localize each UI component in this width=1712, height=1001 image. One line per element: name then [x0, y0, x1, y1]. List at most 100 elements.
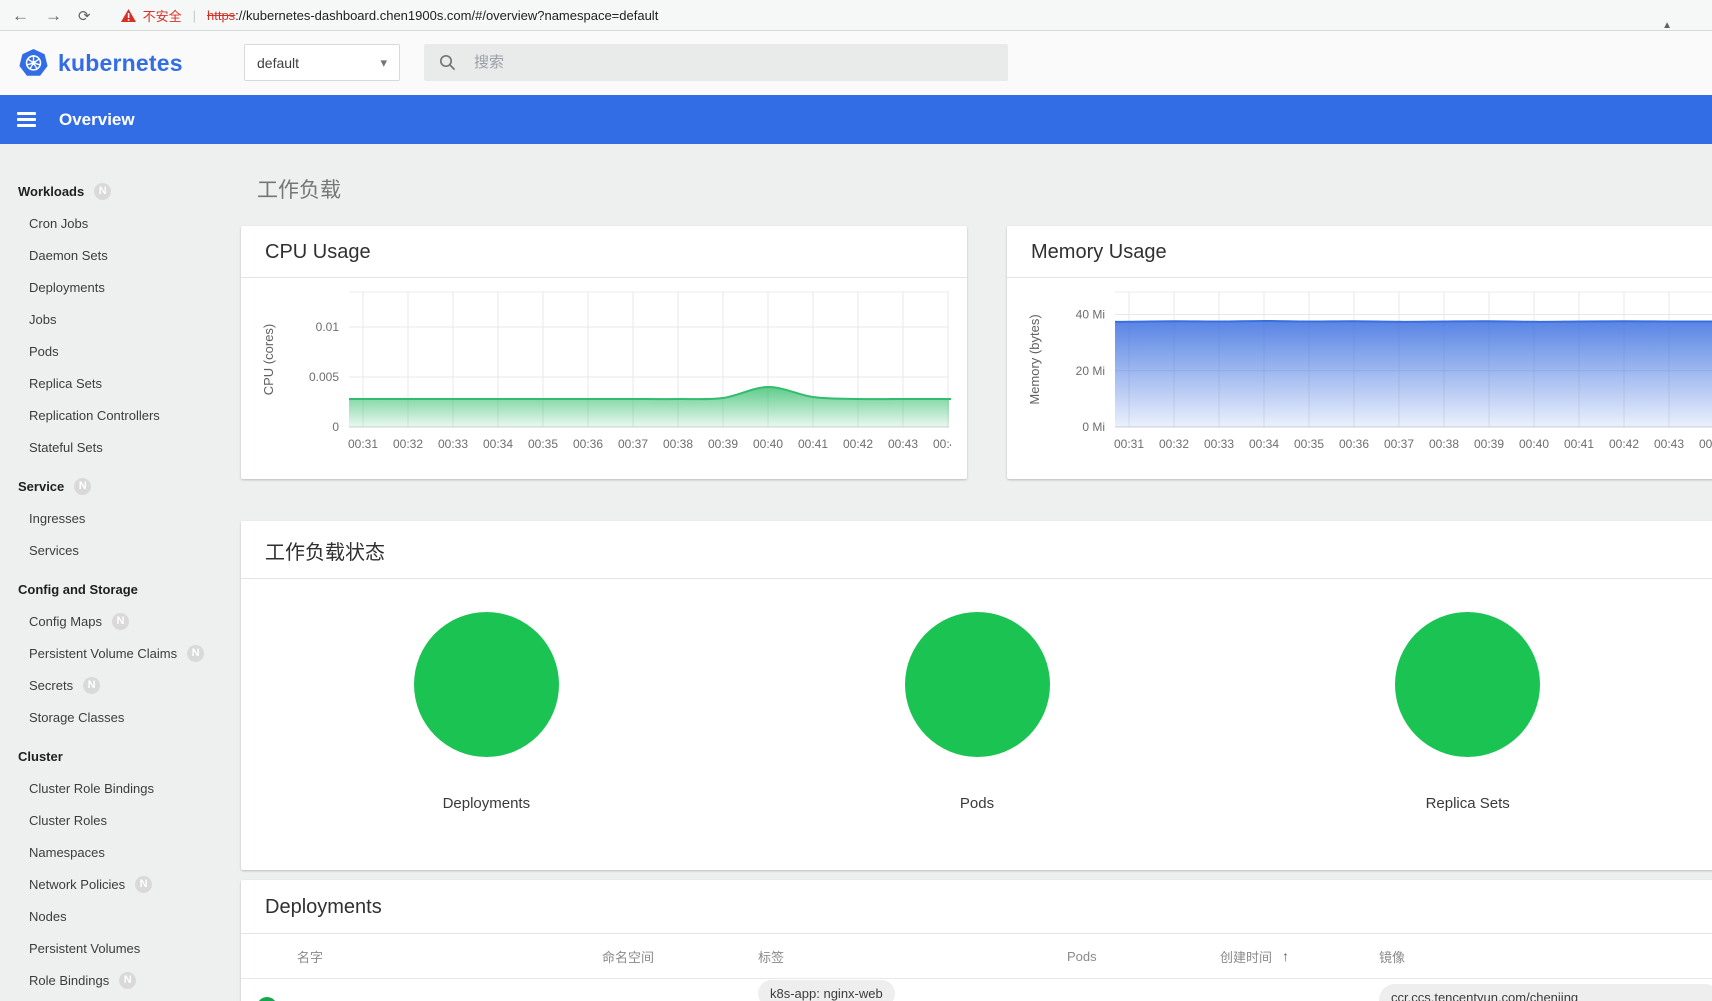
deployments-table-body: nginx-webdefaultk8s-app: nginx-webqcloud… — [241, 979, 1712, 1001]
sidebar: WorkloadsNCron Jobs Daemon Sets Deployment… — [0, 144, 241, 996]
column-header-label: 命名空间 — [602, 947, 654, 966]
svg-text:00:35: 00:35 — [528, 437, 558, 451]
svg-text:00:38: 00:38 — [663, 437, 693, 451]
namespace-selected-value: default — [257, 55, 299, 71]
sidebar-item-stateful-sets[interactable]: Stateful Sets — [0, 431, 241, 463]
new-badge: N — [187, 645, 204, 662]
svg-text:0.005: 0.005 — [309, 370, 339, 384]
browser-forward-icon[interactable] — [45, 7, 62, 24]
svg-text:00:39: 00:39 — [708, 437, 738, 451]
sidebar-item-namespaces[interactable]: Namespaces — [0, 836, 241, 868]
sidebar-item-daemon-sets[interactable]: Daemon Sets — [0, 239, 241, 271]
svg-text:00:44: 00:44 — [1699, 437, 1712, 451]
svg-text:00:41: 00:41 — [1564, 437, 1594, 451]
column-header-: 标签 — [758, 947, 1067, 966]
search-input[interactable] — [472, 53, 993, 72]
sidebar-item-replica-sets[interactable]: Replica Sets — [0, 367, 241, 399]
svg-text:00:40: 00:40 — [1519, 437, 1549, 451]
images-cell: ccr.ccs.tencentyun.com/chenjing1 — [1379, 984, 1712, 1001]
browser-back-icon[interactable] — [12, 7, 29, 24]
sidebar-item-pods[interactable]: Pods — [0, 335, 241, 367]
sidebar-item-label: Network Policies — [29, 877, 125, 892]
sidebar-item-label: Pods — [29, 344, 59, 359]
sidebar-item-label: Daemon Sets — [29, 248, 108, 263]
address-bar[interactable]: 不安全 | https://kubernetes-dashboard.chen1… — [121, 6, 659, 25]
menu-hamburger-icon[interactable] — [17, 112, 36, 127]
sidebar-item-role-bindings[interactable]: Role BindingsN — [0, 964, 241, 996]
svg-text:00:31: 00:31 — [348, 437, 378, 451]
svg-text:00:33: 00:33 — [438, 437, 468, 451]
svg-text:00:43: 00:43 — [888, 437, 918, 451]
search-bar[interactable] — [424, 44, 1008, 81]
column-header-[interactable]: 命名空间 — [602, 947, 758, 966]
label-chip: k8s-app: nginx-web — [758, 980, 895, 1001]
sidebar-section-service[interactable]: Service N — [0, 470, 241, 502]
sidebar-item-cluster-roles[interactable]: Cluster Roles — [0, 804, 241, 836]
column-header-[interactable]: 创建时间 — [1220, 947, 1379, 966]
deployments-card-title: Deployments — [241, 880, 1712, 934]
cpu-usage-card-title: CPU Usage — [241, 226, 967, 278]
sidebar-section-label: Config and Storage — [18, 582, 138, 597]
svg-text:00:36: 00:36 — [1339, 437, 1369, 451]
memory-usage-card: Memory Usage 00:3100:3200:3300:3400:3500… — [1007, 226, 1712, 479]
workload-status-body: DeploymentsPodsReplica Sets — [241, 579, 1712, 812]
svg-text:00:31: 00:31 — [1114, 437, 1144, 451]
svg-text:0 Mi: 0 Mi — [1082, 420, 1105, 434]
column-header-: 镜像 — [1379, 947, 1712, 966]
status-item-replica-sets: Replica Sets — [1222, 612, 1712, 812]
sidebar-section-cluster[interactable]: Cluster — [0, 740, 241, 772]
sidebar-item-cluster-role-bindings[interactable]: Cluster Role Bindings — [0, 772, 241, 804]
sidebar-item-deployments[interactable]: Deployments — [0, 271, 241, 303]
memory-axis-label: Memory (bytes) — [1027, 314, 1042, 404]
sidebar-item-label: Cluster Role Bindings — [29, 781, 154, 796]
sidebar-item-storage-classes[interactable]: Storage Classes — [0, 701, 241, 733]
sidebar-item-label: Storage Classes — [29, 710, 124, 725]
column-header-pods[interactable]: Pods — [1067, 949, 1220, 964]
sidebar-item-label: Persistent Volume Claims — [29, 646, 177, 661]
search-icon — [439, 54, 456, 71]
page-toolbar: Overview — [0, 95, 1712, 144]
browser-reload-icon[interactable] — [78, 7, 91, 24]
sidebar-item-network-policies[interactable]: Network PoliciesN — [0, 868, 241, 900]
deployments-card: Deployments 名字命名空间 标签Pods 创建时间镜像 nginx-web… — [241, 880, 1712, 1001]
url-scheme: https — [207, 8, 235, 23]
sidebar-item-replication-controllers[interactable]: Replication Controllers — [0, 399, 241, 431]
sidebar-item-services[interactable]: Services — [0, 534, 241, 566]
status-circle-pods — [905, 612, 1050, 757]
brand-name: kubernetes — [58, 50, 183, 77]
svg-text:00:34: 00:34 — [483, 437, 513, 451]
column-header-[interactable]: 名字 — [297, 947, 602, 966]
sidebar-item-persistent-volumes[interactable]: Persistent Volumes — [0, 932, 241, 964]
status-item-deployments: Deployments — [241, 612, 732, 812]
status-label: Pods — [732, 795, 1223, 812]
svg-text:00:42: 00:42 — [1609, 437, 1639, 451]
kubernetes-brand[interactable]: kubernetes — [18, 48, 183, 79]
sidebar-item-label: Config Maps — [29, 614, 102, 629]
sidebar-item-cron-jobs[interactable]: Cron Jobs — [0, 207, 241, 239]
cpu-axis-label: CPU (cores) — [261, 324, 276, 396]
collapse-card-icon[interactable] — [1662, 20, 1672, 31]
sidebar-item-nodes[interactable]: Nodes — [0, 900, 241, 932]
new-badge: N — [74, 478, 91, 495]
sidebar-item-secrets[interactable]: SecretsN — [0, 669, 241, 701]
sidebar-item-jobs[interactable]: Jobs — [0, 303, 241, 335]
sidebar-item-config-maps[interactable]: Config MapsN — [0, 605, 241, 637]
browser-toolbar: 不安全 | https://kubernetes-dashboard.chen1… — [0, 0, 1712, 31]
column-header-label: Pods — [1067, 949, 1097, 964]
security-warning-icon — [121, 9, 136, 22]
sidebar-section-config-and-storage[interactable]: Config and Storage — [0, 573, 241, 605]
sidebar-item-label: Cluster Roles — [29, 813, 107, 828]
svg-text:00:33: 00:33 — [1204, 437, 1234, 451]
sidebar-item-persistent-volume-claims[interactable]: Persistent Volume Claims N — [0, 637, 241, 669]
sidebar-item-label: Namespaces — [29, 845, 105, 860]
namespace-selector[interactable]: default — [244, 44, 400, 81]
kubernetes-logo-icon — [18, 48, 49, 79]
svg-text:40 Mi: 40 Mi — [1076, 308, 1105, 322]
svg-text:00:32: 00:32 — [393, 437, 423, 451]
url-separator: | — [193, 8, 196, 23]
sidebar-item-label: Jobs — [29, 312, 56, 327]
sidebar-section-label: Service — [18, 479, 64, 494]
sidebar-section-workloads[interactable]: WorkloadsN — [0, 175, 241, 207]
svg-text:00:37: 00:37 — [618, 437, 648, 451]
sidebar-item-ingresses[interactable]: Ingresses — [0, 502, 241, 534]
